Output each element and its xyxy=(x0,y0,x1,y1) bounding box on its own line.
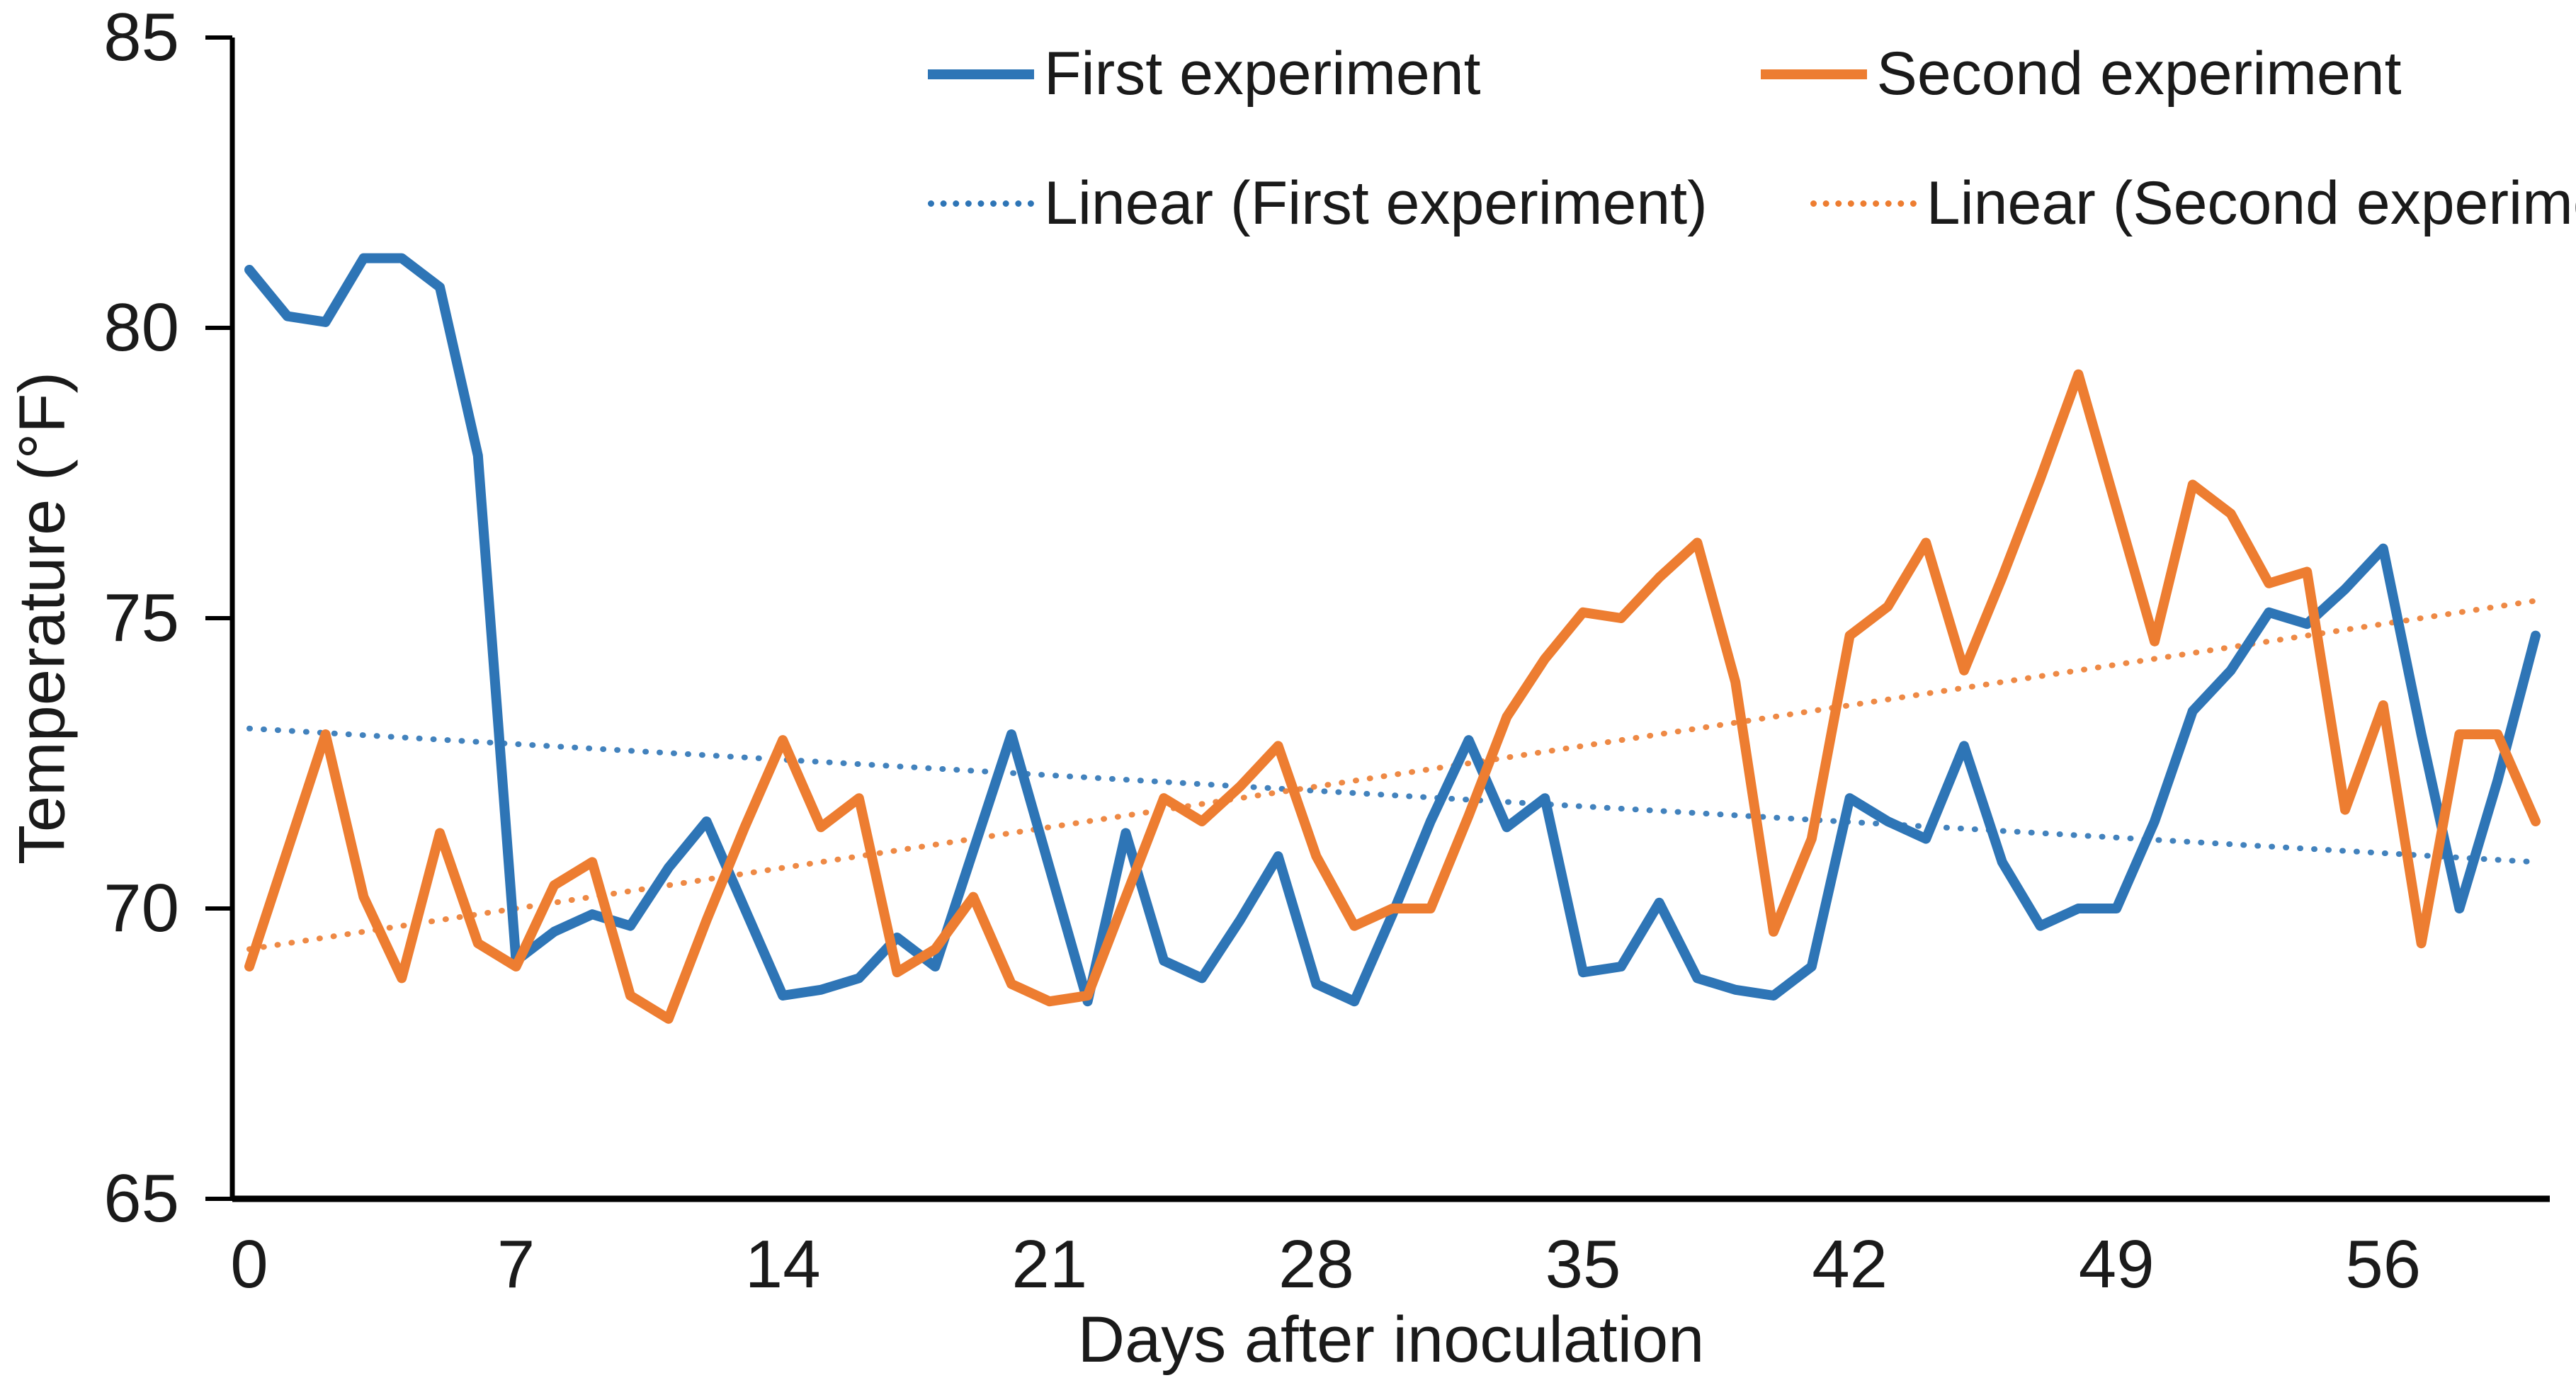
y-tick-label: 70 xyxy=(103,870,179,946)
series-line-second-experiment xyxy=(244,369,2541,1024)
y-tick-label: 75 xyxy=(103,580,179,656)
trendline-second-experiment xyxy=(246,598,2538,952)
x-tick-label: 42 xyxy=(1812,1226,1888,1302)
series-line-first-experiment xyxy=(244,253,2541,1007)
x-tick-label: 21 xyxy=(1011,1226,1087,1302)
trendline-first-experiment xyxy=(246,725,2538,865)
y-tick-label: 85 xyxy=(103,0,179,75)
x-tick-label: 35 xyxy=(1545,1226,1621,1302)
x-axis-title: Days after inoculation xyxy=(1077,1304,1705,1376)
x-tick-label: 56 xyxy=(2345,1226,2421,1302)
x-tick-label: 0 xyxy=(230,1226,268,1302)
y-tick-label: 80 xyxy=(103,290,179,365)
y-axis-title: Temperature (°F) xyxy=(6,371,79,865)
x-tick-label: 49 xyxy=(2079,1226,2155,1302)
x-tick-label: 7 xyxy=(497,1226,535,1302)
y-tick-label: 65 xyxy=(103,1161,179,1236)
x-tick-label: 14 xyxy=(745,1226,821,1302)
x-tick-label: 28 xyxy=(1278,1226,1354,1302)
